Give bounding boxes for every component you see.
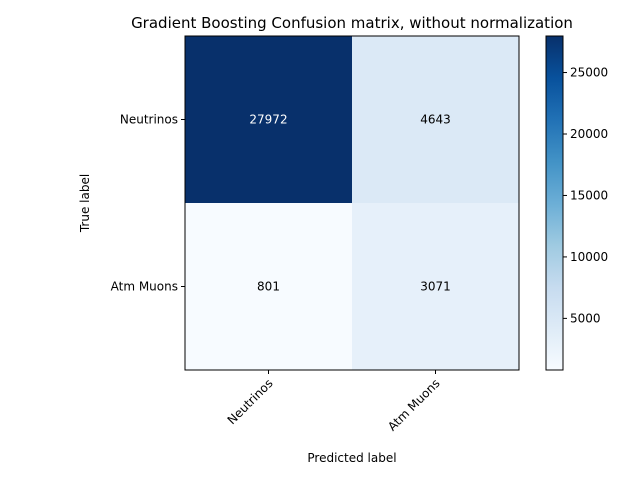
x-axis-label: Predicted label — [307, 451, 396, 465]
y-axis-ticks: Neutrinos Atm Muons — [111, 113, 185, 294]
matrix-cell-1-1 — [352, 203, 519, 370]
cell-value-label: 3071 — [420, 280, 451, 294]
matrix-cells: 27972 4643 801 3071 — [185, 36, 519, 370]
y-tick-label: Atm Muons — [111, 280, 178, 294]
x-axis-ticks: Neutrinos Atm Muons — [225, 370, 443, 434]
x-tick-label: Atm Muons — [385, 376, 443, 434]
cell-value-label: 801 — [257, 280, 280, 294]
cell-value-label: 27972 — [249, 113, 287, 127]
colorbar-gradient — [545, 35, 564, 371]
colorbar-ticks: 5000 10000 15000 20000 25000 — [563, 66, 608, 325]
cell-value-label: 4643 — [420, 113, 451, 127]
y-tick-label: Neutrinos — [120, 113, 178, 127]
colorbar-tick-label: 20000 — [570, 127, 608, 141]
y-axis-label: True label — [78, 174, 92, 233]
chart-title: Gradient Boosting Confusion matrix, with… — [131, 14, 573, 32]
plot-frame — [184, 35, 520, 371]
x-tick-label: Neutrinos — [225, 376, 276, 427]
matrix-cell-1-0 — [185, 203, 352, 370]
colorbar-tick-label: 10000 — [570, 250, 608, 264]
matrix-cell-0-0 — [185, 36, 352, 203]
matrix-cell-0-1 — [352, 36, 519, 203]
colorbar-tick-label: 15000 — [570, 188, 608, 202]
colorbar-tick-label: 25000 — [570, 66, 608, 80]
colorbar-tick-label: 5000 — [570, 311, 601, 325]
colorbar: 5000 10000 15000 20000 25000 — [545, 35, 608, 371]
